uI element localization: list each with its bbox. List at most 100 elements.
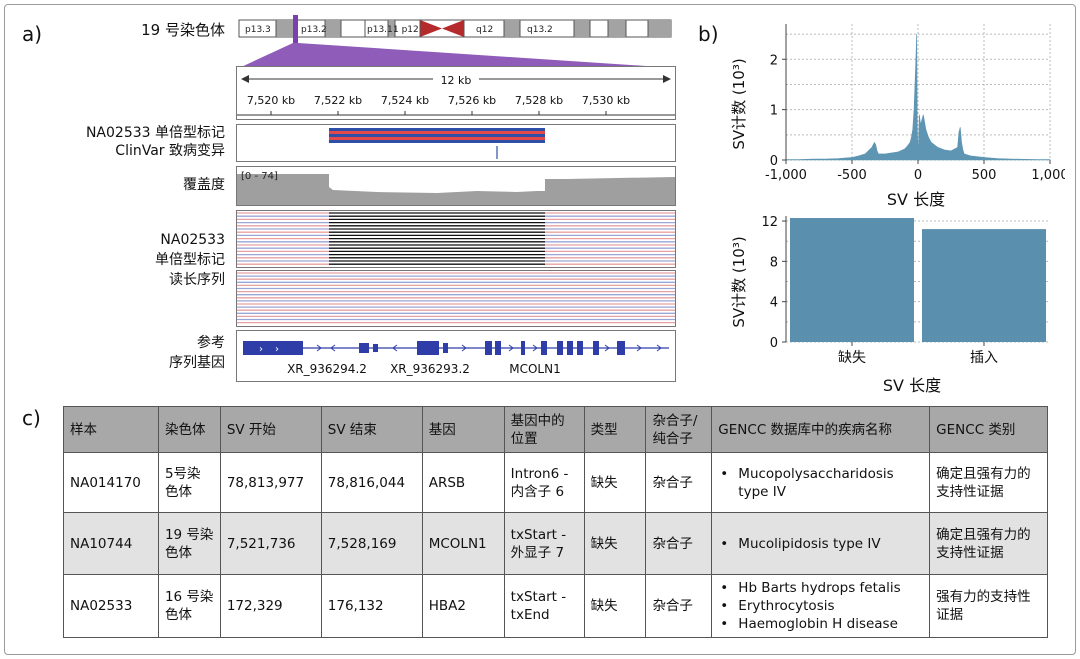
cell-diseases: Hb Barts hydrops fetalis Erythrocytosis … [711,574,931,638]
cell-diseases: Mucolipidosis type IV [711,512,931,575]
ruler-tick-label: 7,530 kb [582,94,630,107]
cell-category: 强有力的支持性证据 [929,574,1048,638]
figure-frame [4,4,1076,655]
bar-xlabel: SV 长度 [883,376,941,395]
ruler-tick-label: 7,522 kb [314,94,362,107]
cell-gene: ARSB [421,452,505,513]
table-row: NA014170 5号染色体 78,813,977 78,816,044 ARS… [63,452,1048,513]
cell-end: 7,528,169 [320,512,423,575]
band-label: p13.1 [367,25,393,35]
zoom-wedge [239,43,676,68]
y-tick-label: 12 [761,215,778,230]
cell-position: txStart - 外显子 7 [503,512,585,575]
svg-text:›: › [259,344,263,355]
reference-gene-track: › › XR_936294.2 XR_936293.2 MCOLN1 [236,330,676,382]
coverage-label: 覆盖度 [183,177,225,193]
col-header: 杂合子/纯合子 [645,406,713,453]
ref-label-2: 序列基因 [169,355,225,371]
haplotag-label: NA02533 单倍型标记 [85,125,225,141]
y-tick-label: 1 [770,104,778,119]
col-header: 类型 [583,406,647,453]
clinvar-label: ClinVar 致病变异 [115,143,225,159]
band-label: 1 p12 [393,25,419,35]
cell-zygosity: 杂合子 [645,452,713,513]
col-header: GENCC 类别 [929,406,1048,453]
cell-sample: NA014170 [63,452,159,513]
band-label: p13.2 [301,25,327,35]
ruler-span: 12 kb [441,74,472,87]
cell-start: 7,521,736 [219,512,322,575]
col-header: GENCC 数据库中的疾病名称 [711,406,931,453]
table-row: NA02533 16 号染色体 172,329 176,132 HBA2 txS… [63,574,1048,638]
cell-start: 172,329 [219,574,322,638]
gene-label: XR_936294.2 [287,362,367,376]
cell-end: 176,132 [320,574,423,638]
cell-end: 78,816,044 [320,452,423,513]
ruler-tick-label: 7,526 kb [448,94,496,107]
cell-position: Intron6 - 内含子 6 [503,452,585,513]
x-tick-label: 1,000 [1031,168,1065,183]
cell-category: 确定且强有力的支持性证据 [929,452,1048,513]
sv-type-bar-chart: SV计数 (10³) SV 长度 缺失 插入 0 4 8 12 [730,215,1050,395]
y-tick-label: 2 [770,53,778,68]
hist-xlabel: SV 长度 [887,190,945,209]
sv-length-histogram: SV计数 (10³) SV 长度 -1,000 -500 0 500 1,000 0 1 2 [730,24,1065,209]
cell-zygosity: 杂合子 [645,574,713,638]
reads-track-hap2 [236,270,676,327]
y-tick-label: 0 [770,154,778,169]
hist-area [785,34,1051,161]
cell-chrom: 16 号染色体 [157,574,221,638]
gene-label: MCOLN1 [509,362,560,376]
reads-track-hap1 [236,210,676,268]
hist-ylabel: SV计数 (10³) [730,58,748,149]
cell-zygosity: 杂合子 [645,512,713,575]
bar [922,229,1046,342]
col-header: 样本 [63,406,159,453]
panel-a-label: a) [22,22,43,46]
disease-item: Mucopolysaccharidosis type IV [718,465,923,501]
cell-sample: NA02533 [63,574,159,638]
reads-label-2: 单倍型标记 [155,252,225,268]
x-tick-label: 0 [914,168,922,183]
coverage-track: [0 - 74] [236,166,676,206]
x-tick-label: 500 [972,168,997,183]
panel-c-label: c) [22,406,41,430]
ref-label-1: 参考 [197,335,225,351]
coverage-range: [0 - 74] [241,171,278,182]
chromosome-label: 19 号染色体 [141,21,225,39]
col-header: SV 开始 [219,406,322,453]
region-selector[interactable] [293,15,298,43]
ruler-track: 12 kb 7,520 kb 7,522 kb 7,524 kb 7,526 k… [236,66,676,120]
cell-sample: NA10744 [63,512,159,575]
ruler-tick-label: 7,528 kb [515,94,563,107]
y-tick-label: 0 [770,336,778,351]
ruler-tick-label: 7,524 kb [381,94,429,107]
disease-item: Haemoglobin H disease [718,615,923,633]
cell-position: txStart - txEnd [503,574,585,638]
bar [790,218,914,342]
cell-gene: MCOLN1 [421,512,505,575]
cell-chrom: 5号染色体 [157,452,221,513]
table-row: NA10744 19 号染色体 7,521,736 7,528,169 MCOL… [63,512,1048,575]
reads-label-1: NA02533 [160,232,225,248]
y-tick-label: 4 [770,296,778,311]
x-tick-label: -1,000 [765,168,807,183]
cell-diseases: Mucopolysaccharidosis type IV [711,452,931,513]
chromosome-ideogram: p13.3 p13.2 p13.1 1 p12 q12 q13.2 [238,15,676,68]
bar-ylabel: SV计数 (10³) [730,236,748,327]
sv-table: 样本 染色体 SV 开始 SV 结束 基因 基因中的位置 类型 杂合子/纯合子 … [63,406,1048,638]
band-label: p13.3 [245,25,271,35]
panel-b-label: b) [698,22,719,46]
cell-type: 缺失 [583,512,647,575]
col-header: SV 结束 [320,406,423,453]
hist-grid [785,24,1051,161]
y-tick-label: 8 [770,255,778,270]
col-header: 基因 [421,406,505,453]
haplotag-track [236,124,676,162]
cell-type: 缺失 [583,452,647,513]
band-label: q12 [476,25,493,35]
col-header: 基因中的位置 [503,406,585,453]
disease-item: Mucolipidosis type IV [718,535,923,553]
cell-chrom: 19 号染色体 [157,512,221,575]
x-tick-label: -500 [837,168,867,183]
